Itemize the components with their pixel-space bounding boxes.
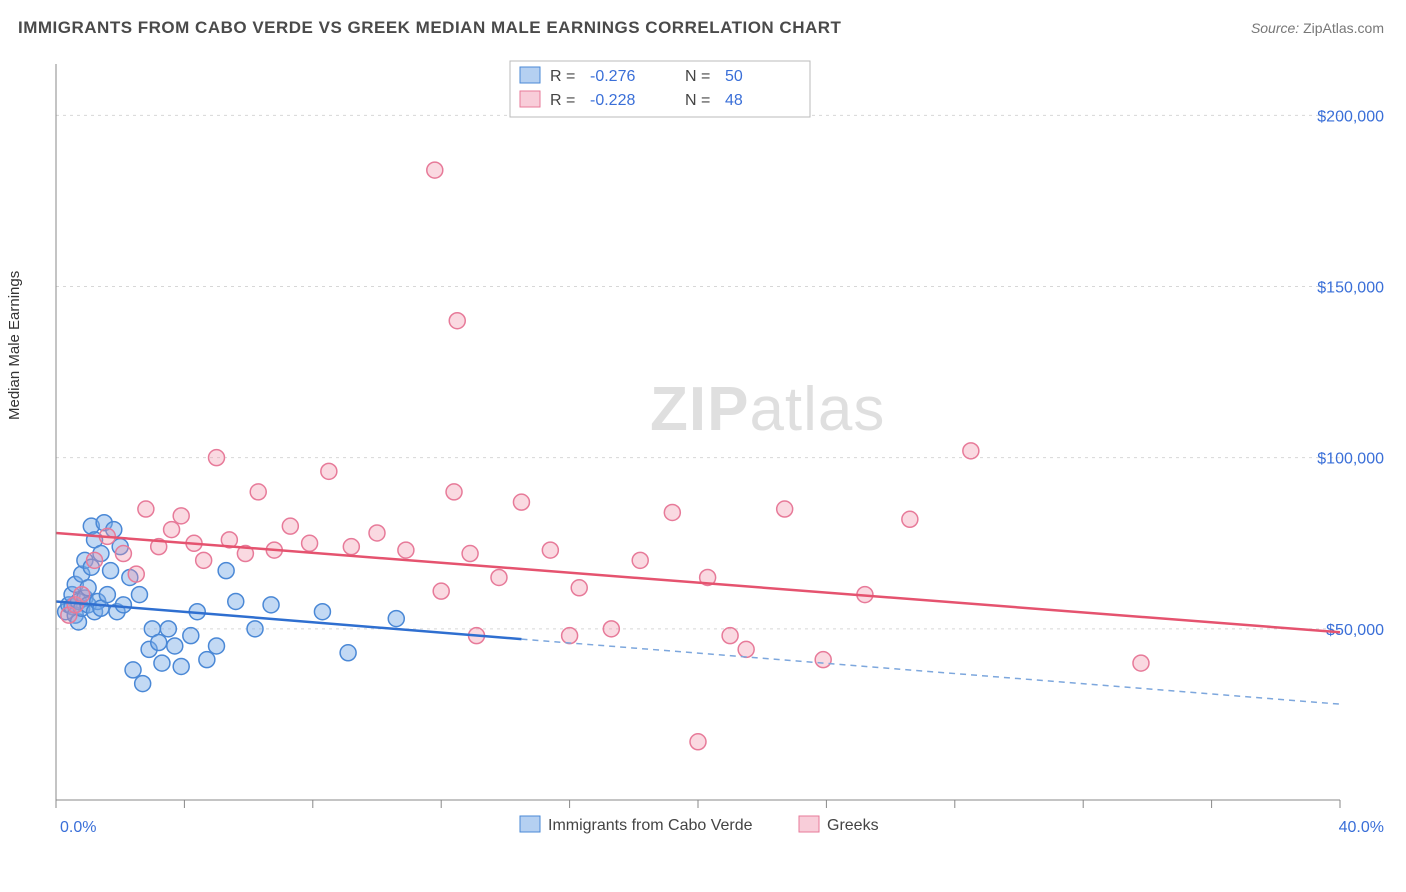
source-value: ZipAtlas.com xyxy=(1303,20,1384,36)
scatter-point-greeks xyxy=(74,587,90,603)
scatter-point-greeks xyxy=(462,546,478,562)
scatter-point-greeks xyxy=(164,522,180,538)
legend-n-value: 50 xyxy=(725,68,743,85)
legend-r-value: -0.276 xyxy=(590,68,635,85)
scatter-point-greeks xyxy=(138,501,154,517)
legend-r-value: -0.228 xyxy=(590,92,635,109)
legend-n-label: N = xyxy=(685,92,710,109)
scatter-point-cabo_verde xyxy=(199,652,215,668)
scatter-point-greeks xyxy=(446,484,462,500)
scatter-point-greeks xyxy=(902,511,918,527)
legend-series-label: Immigrants from Cabo Verde xyxy=(548,817,753,834)
scatter-point-greeks xyxy=(722,628,738,644)
scatter-point-greeks xyxy=(433,583,449,599)
legend-swatch-greeks xyxy=(520,91,540,107)
source-attribution: Source: ZipAtlas.com xyxy=(1251,20,1384,36)
scatter-point-cabo_verde xyxy=(167,638,183,654)
scatter-point-cabo_verde xyxy=(125,662,141,678)
scatter-point-cabo_verde xyxy=(209,638,225,654)
legend-n-value: 48 xyxy=(725,92,743,109)
scatter-point-cabo_verde xyxy=(247,621,263,637)
scatter-point-cabo_verde xyxy=(151,635,167,651)
legend-r-label: R = xyxy=(550,68,575,85)
chart-title: IMMIGRANTS FROM CABO VERDE VS GREEK MEDI… xyxy=(18,18,841,38)
scatter-point-greeks xyxy=(815,652,831,668)
scatter-point-greeks xyxy=(302,535,318,551)
scatter-point-cabo_verde xyxy=(228,593,244,609)
scatter-point-greeks xyxy=(250,484,266,500)
scatter-point-greeks xyxy=(603,621,619,637)
source-label: Source: xyxy=(1251,20,1299,36)
scatter-point-cabo_verde xyxy=(388,611,404,627)
scatter-point-cabo_verde xyxy=(135,676,151,692)
y-axis-label: Median Male Earnings xyxy=(6,271,23,420)
y-tick-label: $150,000 xyxy=(1317,280,1384,297)
scatter-point-greeks xyxy=(87,552,103,568)
legend-swatch-greeks xyxy=(799,816,819,832)
scatter-point-greeks xyxy=(491,569,507,585)
scatter-point-greeks xyxy=(128,566,144,582)
y-tick-label: $100,000 xyxy=(1317,451,1384,468)
scatter-point-cabo_verde xyxy=(103,563,119,579)
scatter-point-greeks xyxy=(398,542,414,558)
chart-svg: $50,000 $100,000 $150,000 $200,000 ZIPatlas 0… xyxy=(50,60,1390,850)
scatter-point-greeks xyxy=(369,525,385,541)
y-tick-label: $50,000 xyxy=(1326,622,1384,639)
scatter-point-cabo_verde xyxy=(340,645,356,661)
scatter-point-cabo_verde xyxy=(99,587,115,603)
scatter-point-greeks xyxy=(777,501,793,517)
scatter-point-greeks xyxy=(173,508,189,524)
scatter-point-cabo_verde xyxy=(131,587,147,603)
legend-r-label: R = xyxy=(550,92,575,109)
scatter-point-cabo_verde xyxy=(115,597,131,613)
scatter-point-greeks xyxy=(449,313,465,329)
scatter-point-greeks xyxy=(738,641,754,657)
scatter-point-greeks xyxy=(571,580,587,596)
x-tick-label: 0.0% xyxy=(60,819,96,836)
legend-swatch-cabo_verde xyxy=(520,816,540,832)
scatter-point-greeks xyxy=(115,546,131,562)
scatter-point-greeks xyxy=(690,734,706,750)
scatter-point-cabo_verde xyxy=(160,621,176,637)
scatter-point-greeks xyxy=(321,463,337,479)
scatter-point-cabo_verde xyxy=(314,604,330,620)
scatter-point-greeks xyxy=(542,542,558,558)
scatter-point-greeks xyxy=(209,450,225,466)
scatter-point-greeks xyxy=(1133,655,1149,671)
scatter-point-greeks xyxy=(963,443,979,459)
scatter-point-greeks xyxy=(664,504,680,520)
scatter-point-greeks xyxy=(196,552,212,568)
y-tick-label: $200,000 xyxy=(1317,108,1384,125)
scatter-point-greeks xyxy=(343,539,359,555)
watermark: ZIPatlas xyxy=(650,375,885,444)
legend-n-label: N = xyxy=(685,68,710,85)
scatter-point-cabo_verde xyxy=(154,655,170,671)
scatter-point-greeks xyxy=(513,494,529,510)
trendline-cabo-verde-extrapolated xyxy=(521,639,1340,704)
scatter-point-cabo_verde xyxy=(218,563,234,579)
scatter-point-greeks xyxy=(282,518,298,534)
scatter-point-cabo_verde xyxy=(173,658,189,674)
legend-series-label: Greeks xyxy=(827,817,879,834)
scatter-point-greeks xyxy=(427,162,443,178)
scatter-point-cabo_verde xyxy=(183,628,199,644)
legend-swatch-cabo_verde xyxy=(520,67,540,83)
scatter-point-greeks xyxy=(562,628,578,644)
scatter-point-greeks xyxy=(632,552,648,568)
scatter-point-cabo_verde xyxy=(263,597,279,613)
plot-area: $50,000$100,000$150,000$200,000ZIPatlas0… xyxy=(50,60,1390,820)
trendline-cabo-verde xyxy=(56,601,521,639)
x-tick-label: 40.0% xyxy=(1339,819,1384,836)
